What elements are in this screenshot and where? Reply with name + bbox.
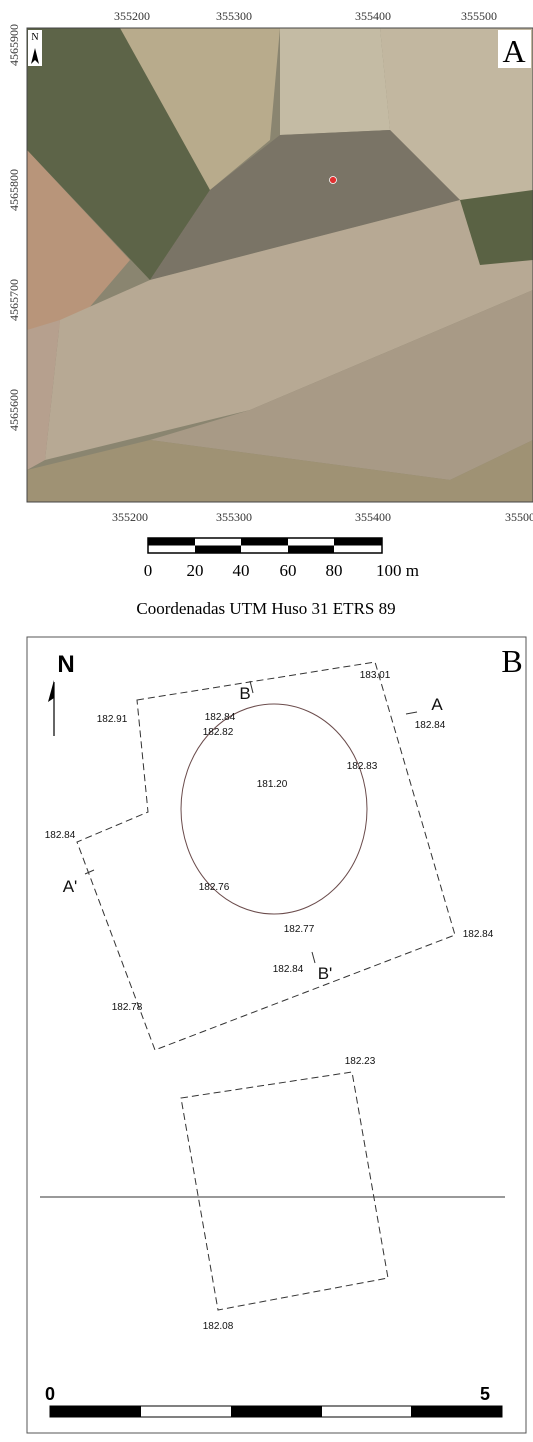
scale-label: 40 [233,561,250,580]
elevation-label: 182.08 [203,1321,234,1332]
y-tick-label: 4565700 [7,279,21,321]
caption: Coordenadas UTM Huso 31 ETRS 89 [136,599,395,618]
scale-label: 0 [144,561,153,580]
x-tick-label: 355200 [114,9,150,23]
elevation-label: 182.76 [199,882,230,893]
north-label: N [57,651,74,678]
section-mark: A [431,695,443,714]
north-label: N [31,32,38,43]
scale-label: 80 [326,561,343,580]
section-mark: A' [63,877,78,896]
scale-label: 0 [45,1384,55,1404]
x-tick-label: 355300 [216,510,252,524]
aerial-image [27,28,533,502]
scale-label: 100 m [376,561,419,580]
panel-label: A [502,33,525,69]
panel-label: B [501,643,522,679]
elevation-label: 182.23 [345,1056,376,1067]
x-tick-label: 355500 [461,9,497,23]
elevation-label: 182.84 [415,720,446,731]
elevation-label: 182.84 [273,964,304,975]
y-tick-label: 4565800 [7,169,21,211]
x-tick-label: 355200 [112,510,148,524]
x-tick-label: 355400 [355,9,391,23]
elevation-label: 182.84 [205,712,236,723]
y-tick-label: 4565900 [7,24,21,66]
elevation-label: 182.84 [463,929,494,940]
y-tick-label: 4565600 [7,389,21,431]
elevation-label: 183.01 [360,670,391,681]
elevation-label: 182.77 [284,924,315,935]
elevation-label: 182.78 [112,1002,143,1013]
elevation-label: 182.82 [203,727,234,738]
elevation-label: 182.83 [347,761,378,772]
scale-label: 60 [280,561,297,580]
x-tick-label: 355300 [216,9,252,23]
elevation-label: 181.20 [257,779,288,790]
section-mark: B [239,684,250,703]
x-tick-label: 355400 [355,510,391,524]
elevation-label: 182.91 [97,714,128,725]
scale-bar [50,1406,502,1417]
figure: N A 355200 355300 355400 355500 355200 3… [0,0,533,1442]
section-mark: B' [318,964,333,983]
scale-label: 5 [480,1384,490,1404]
elevation-label: 182.84 [45,830,76,841]
scale-label: 20 [187,561,204,580]
scale-bar [148,538,382,553]
panel-frame [27,637,526,1433]
x-tick-label: 35500 [505,510,533,524]
